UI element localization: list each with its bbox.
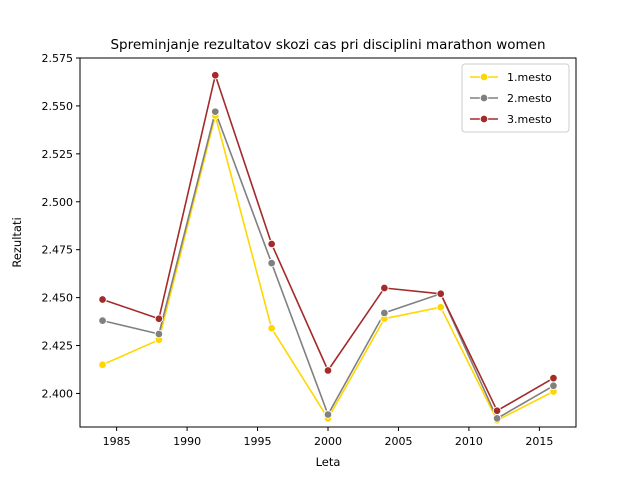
series-2-point — [380, 308, 389, 318]
series-3-point — [154, 314, 164, 323]
y-tick-label: 2.500 — [42, 196, 74, 209]
y-axis-ticks: 2.400 2.425 2.450 2.475 2.500 2.525 2.550 2.575 — [42, 52, 80, 400]
series-2-point — [323, 410, 333, 419]
x-tick-label: 2015 — [525, 435, 553, 448]
y-tick-label: 2.450 — [42, 292, 74, 305]
x-tick-label: 2010 — [455, 435, 483, 448]
x-tick-label: 2005 — [384, 435, 412, 448]
y-tick-label: 2.550 — [42, 100, 74, 113]
series-3-point — [98, 295, 107, 304]
series-2-point — [211, 107, 220, 116]
legend-box — [461, 63, 570, 133]
series-2-point — [98, 316, 107, 325]
series-3-point — [436, 289, 445, 299]
series-3-point — [211, 71, 220, 80]
series-3-point — [267, 239, 276, 249]
x-axis-label: Leta — [316, 455, 341, 469]
legend-label-1: 1.mesto — [507, 71, 552, 84]
series-1-point — [267, 324, 276, 333]
series-3-point — [492, 406, 502, 415]
y-tick-label: 2.525 — [42, 148, 74, 161]
y-tick-label: 2.575 — [42, 52, 74, 65]
x-axis-ticks: 1985 1990 1995 2000 2005 2010 2015 — [103, 427, 553, 448]
plot-markers — [98, 71, 558, 425]
series-3-point — [380, 283, 389, 293]
chart-title: Spreminjanje rezultatov skozi cas pri di… — [110, 37, 545, 53]
legend-marker-1 — [479, 72, 489, 82]
series-1-point — [98, 360, 107, 369]
legend-marker-2 — [479, 93, 489, 103]
legend: 1.mesto 2.mesto 3.mesto — [461, 63, 570, 133]
x-tick-label: 2000 — [314, 435, 342, 448]
x-tick-label: 1990 — [173, 435, 201, 448]
x-tick-label: 1985 — [103, 435, 131, 448]
series-2-point — [267, 258, 276, 268]
y-axis-label: Rezultati — [10, 217, 24, 267]
series-3-point — [549, 373, 558, 383]
y-tick-label: 2.400 — [42, 387, 74, 400]
series-2-point — [492, 414, 502, 423]
series-3-point — [323, 366, 333, 375]
series-1-point — [436, 302, 445, 312]
y-tick-label: 2.475 — [42, 244, 74, 257]
legend-label-3: 3.mesto — [507, 113, 552, 126]
x-tick-label: 1995 — [244, 435, 272, 448]
series-2-point — [549, 381, 558, 391]
y-tick-label: 2.425 — [42, 340, 74, 353]
series-2-point — [154, 329, 164, 339]
legend-label-2: 2.mesto — [507, 92, 552, 105]
legend-marker-3 — [479, 114, 489, 124]
